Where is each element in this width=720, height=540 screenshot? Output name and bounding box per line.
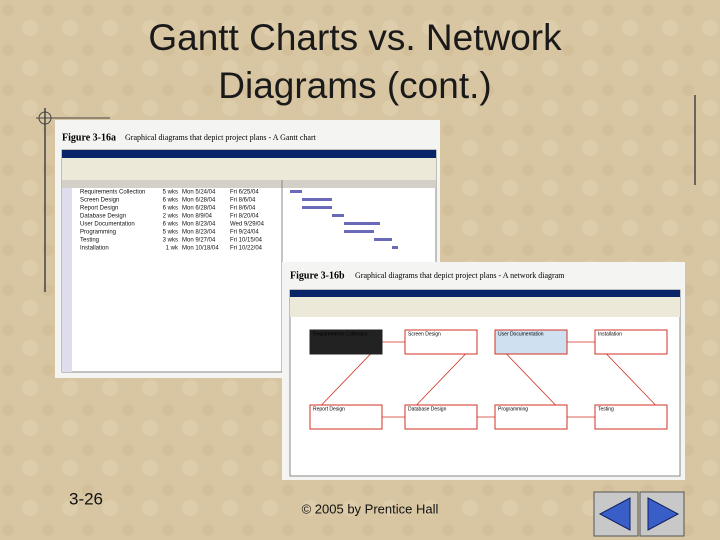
figure-caption: Graphical diagrams that depict project p… [125,133,317,142]
figure-label: Figure 3-16a [62,132,116,143]
page-number: 3-26 [69,489,103,508]
nav-arrow[interactable] [598,497,631,531]
task-start: Mon 10/18/04 [182,246,219,252]
window-titlebar [62,150,436,158]
node-box [404,329,478,355]
task-name: Database Design [80,214,126,220]
toolbar [62,158,436,180]
figure-caption: Graphical diagrams that depict project p… [355,271,565,280]
task-finish: Fri 8/6/04 [230,198,256,204]
node-box [309,329,383,355]
nav-arrow[interactable] [647,497,680,531]
gantt-bar [344,222,380,225]
node-box [594,329,668,355]
nav-next[interactable] [639,491,685,537]
task-start: Mon 6/28/04 [182,198,216,204]
task-name: Screen Design [80,198,119,204]
task-finish: Wed 9/29/04 [230,222,265,228]
row-gutter [62,188,72,372]
task-finish: Fri 6/25/04 [230,190,259,196]
column-header [62,180,436,188]
task-duration: 1 wk [166,246,179,252]
task-start: Mon 9/27/04 [182,238,216,244]
gantt-bar [302,206,332,209]
nav-prev[interactable] [593,491,639,537]
task-duration: 6 wks [163,222,178,228]
task-finish: Fri 8/20/04 [230,214,259,220]
task-duration: 5 wks [163,190,178,196]
network-figure: Figure 3-16b Graphical diagrams that dep… [282,262,685,480]
task-name: Installation [80,246,109,252]
task-start: Mon 5/24/04 [182,190,216,196]
task-name: User Documentation [80,222,135,228]
task-duration: 5 wks [163,230,178,236]
title-line: Gantt Charts vs. Network [148,17,562,58]
task-duration: 2 wks [163,214,178,220]
node-label: Requirements Collection [313,331,368,337]
title-line: Diagrams (cont.) [218,65,491,106]
copyright: © 2005 by Prentice Hall [302,501,439,516]
node-label: User Documentation [498,331,544,337]
decor-circle [38,111,52,125]
task-finish: Fri 10/15/04 [230,238,263,244]
task-finish: Fri 8/6/04 [230,206,256,212]
task-finish: Fri 9/24/04 [230,230,259,236]
toolbar [290,297,680,317]
figure-label: Figure 3-16b [290,270,345,281]
gantt-bar [302,198,332,201]
node-label: Screen Design [408,331,441,337]
gantt-bar [332,214,344,217]
task-name: Testing [80,238,99,244]
node-label: Programming [498,406,528,412]
task-name: Programming [80,230,116,236]
node-box [594,404,668,430]
gantt-bar [290,190,302,193]
node-box [494,404,568,430]
node-label: Installation [598,331,622,337]
task-start: Mon 8/23/04 [182,222,216,228]
task-finish: Fri 10/22/04 [230,246,263,252]
node-label: Database Design [408,406,447,412]
node-box [404,404,478,430]
task-duration: 6 wks [163,198,178,204]
gantt-bar [374,238,392,241]
gantt-bar [344,230,374,233]
task-start: Mon 8/9/04 [182,214,213,220]
task-name: Report Design [80,206,118,212]
gantt-bar [392,246,398,249]
task-start: Mon 6/28/04 [182,206,216,212]
window-titlebar [290,290,680,297]
task-duration: 3 wks [163,238,178,244]
task-start: Mon 8/23/04 [182,230,216,236]
window [289,289,681,477]
node-label: Report Design [313,406,345,412]
node-box [494,329,568,355]
node-box [309,404,383,430]
task-name: Requirements Collection [80,190,145,196]
task-duration: 6 wks [163,206,178,212]
node-label: Testing [598,406,614,412]
